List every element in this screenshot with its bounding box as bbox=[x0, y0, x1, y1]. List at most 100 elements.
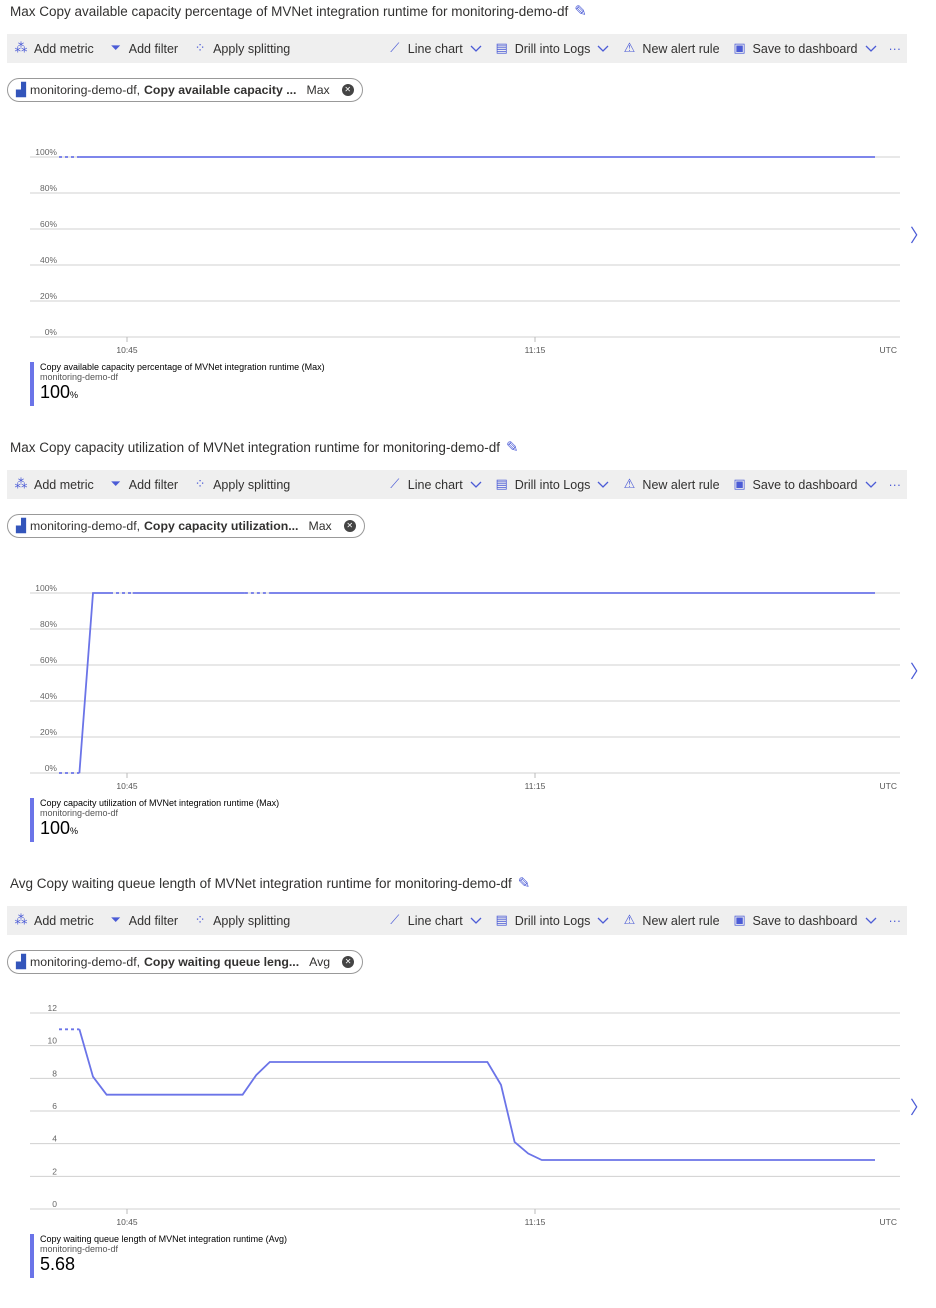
drill-logs-label: Drill into Logs bbox=[514, 41, 591, 56]
metric-chip[interactable]: ▟ monitoring-demo-df, Copy waiting queue… bbox=[7, 950, 364, 974]
more-options-button[interactable]: ··· bbox=[888, 41, 902, 56]
metric-chip[interactable]: ▟ monitoring-demo-df, Copy available cap… bbox=[7, 78, 363, 102]
remove-metric-icon[interactable]: ✕ bbox=[342, 956, 355, 968]
add-filter-label: Add filter bbox=[128, 913, 179, 928]
chart-legend[interactable]: Copy waiting queue length of MVNet integ… bbox=[30, 1234, 287, 1278]
apply-splitting-button[interactable]: ⁘ Apply splitting bbox=[192, 470, 291, 499]
save-to-dashboard-dropdown[interactable]: ▣ Save to dashboard bbox=[732, 34, 877, 63]
chevron-right-icon[interactable]: 〉 bbox=[910, 1098, 928, 1118]
new-alert-rule-button[interactable]: ⚠ New alert rule bbox=[621, 34, 720, 63]
legend-value-number: 5.68 bbox=[40, 1254, 76, 1274]
save-to-dashboard-dropdown[interactable]: ▣ Save to dashboard bbox=[732, 470, 877, 499]
add-metric-label: Add metric bbox=[34, 41, 94, 56]
add-metric-button[interactable]: ⁂ Add metric bbox=[13, 470, 94, 499]
legend-metric-name: Copy waiting queue length of MVNet integ… bbox=[40, 1234, 287, 1244]
add-filter-button[interactable]: ⏷ Add filter bbox=[108, 470, 179, 499]
edit-pencil-icon[interactable]: ✎ bbox=[574, 3, 587, 20]
y-tick-label: 12 bbox=[48, 1003, 58, 1013]
chart-legend[interactable]: Copy available capacity percentage of MV… bbox=[30, 362, 325, 406]
edit-pencil-icon[interactable]: ✎ bbox=[505, 439, 519, 456]
drill-logs-label: Drill into Logs bbox=[514, 477, 591, 492]
x-tick-label: 11:15 bbox=[525, 1217, 546, 1227]
x-tick-label: 11:15 bbox=[525, 781, 546, 791]
add-metric-button[interactable]: ⁂ Add metric bbox=[13, 34, 94, 63]
save-icon: ▣ bbox=[733, 41, 746, 56]
legend-metric-name: Copy available capacity percentage of MV… bbox=[40, 362, 325, 372]
more-options-button[interactable]: ··· bbox=[888, 477, 902, 492]
legend-unit: % bbox=[70, 826, 79, 836]
chevron-down-icon bbox=[470, 45, 482, 52]
y-tick-label: 2 bbox=[52, 1166, 57, 1176]
y-tick-label: 8 bbox=[52, 1068, 57, 1078]
add-metric-label: Add metric bbox=[34, 477, 94, 492]
add-filter-button[interactable]: ⏷ Add filter bbox=[108, 34, 179, 63]
y-tick-label: 80% bbox=[40, 619, 57, 629]
save-icon: ▣ bbox=[733, 913, 746, 928]
chip-resource: monitoring-demo-df, bbox=[30, 83, 141, 97]
apply-splitting-button[interactable]: ⁘ Apply splitting bbox=[192, 906, 291, 935]
legend-metric-name: Copy capacity utilization of MVNet integ… bbox=[40, 798, 280, 808]
metric-chip[interactable]: ▟ monitoring-demo-df, Copy capacity util… bbox=[7, 514, 365, 538]
add-metric-icon: ⁂ bbox=[14, 477, 28, 492]
more-options-button[interactable]: ··· bbox=[888, 913, 902, 928]
line-chart-label: Line chart bbox=[407, 41, 463, 56]
chart-legend[interactable]: Copy capacity utilization of MVNet integ… bbox=[30, 798, 279, 842]
chip-aggregation: Max bbox=[308, 519, 332, 533]
data-factory-icon: ▟ bbox=[16, 954, 26, 969]
y-tick-label: 0% bbox=[45, 763, 58, 773]
chart-title[interactable]: Max Copy available capacity percentage o… bbox=[10, 2, 587, 20]
line-chart-icon: ⟋ bbox=[390, 41, 400, 56]
toolbar-right-group: ⟋ Line chart ▤ Drill into Logs ⚠ New alert … bbox=[387, 906, 901, 935]
chevron-right-icon[interactable]: 〉 bbox=[910, 662, 928, 682]
y-tick-label: 60% bbox=[40, 655, 57, 665]
alert-icon: ⚠ bbox=[623, 477, 636, 492]
drill-into-logs-dropdown[interactable]: ▤ Drill into Logs bbox=[494, 906, 610, 935]
add-metric-label: Add metric bbox=[34, 913, 94, 928]
chart-title[interactable]: Max Copy capacity utilization of MVNet i… bbox=[10, 438, 519, 456]
chevron-down-icon bbox=[470, 917, 482, 924]
legend-value-number: 100 bbox=[40, 818, 71, 838]
edit-pencil-icon[interactable]: ✎ bbox=[517, 875, 531, 892]
remove-metric-icon[interactable]: ✕ bbox=[341, 84, 354, 96]
line-chart-icon: ⟋ bbox=[390, 913, 400, 928]
legend-value: 100% bbox=[40, 818, 279, 841]
save-icon: ▣ bbox=[733, 477, 746, 492]
chevron-down-icon bbox=[597, 45, 609, 52]
chart-title[interactable]: Avg Copy waiting queue length of MVNet i… bbox=[10, 874, 530, 892]
chip-aggregation: Max bbox=[306, 83, 330, 97]
save-to-dashboard-dropdown[interactable]: ▣ Save to dashboard bbox=[732, 906, 877, 935]
legend-value-number: 100 bbox=[40, 382, 71, 402]
new-alert-rule-button[interactable]: ⚠ New alert rule bbox=[621, 906, 720, 935]
metric-chart-panel: Max Copy capacity utilization of MVNet i… bbox=[0, 436, 936, 872]
chip-aggregation: Avg bbox=[309, 955, 331, 969]
apply-splitting-label: Apply splitting bbox=[213, 41, 291, 56]
drill-logs-label: Drill into Logs bbox=[514, 913, 591, 928]
add-metric-button[interactable]: ⁂ Add metric bbox=[13, 906, 94, 935]
chevron-right-icon[interactable]: 〉 bbox=[910, 226, 928, 246]
add-filter-button[interactable]: ⏷ Add filter bbox=[108, 906, 179, 935]
line-chart: 0% 20% 40% 60% 80% 100% 10:45 11:15 UTC bbox=[30, 147, 900, 355]
y-tick-label: 20% bbox=[40, 291, 57, 301]
chevron-down-icon bbox=[865, 45, 876, 52]
line-chart-label: Line chart bbox=[407, 913, 463, 928]
apply-splitting-button[interactable]: ⁘ Apply splitting bbox=[192, 34, 291, 63]
line-chart-dropdown[interactable]: ⟋ Line chart bbox=[387, 34, 482, 63]
y-tick-label: 6 bbox=[52, 1101, 57, 1111]
toolbar-right-group: ⟋ Line chart ▤ Drill into Logs ⚠ New alert … bbox=[387, 470, 901, 499]
new-alert-label: New alert rule bbox=[642, 477, 720, 492]
new-alert-rule-button[interactable]: ⚠ New alert rule bbox=[621, 470, 720, 499]
drill-into-logs-dropdown[interactable]: ▤ Drill into Logs bbox=[494, 34, 610, 63]
y-tick-label: 20% bbox=[40, 727, 57, 737]
toolbar-left-group: ⁂ Add metric ⏷ Add filter ⁘ Apply splitting bbox=[13, 906, 291, 935]
y-tick-label: 40% bbox=[40, 255, 57, 265]
save-dashboard-label: Save to dashboard bbox=[752, 913, 858, 928]
line-chart-icon: ⟋ bbox=[390, 477, 400, 492]
line-chart-label: Line chart bbox=[407, 477, 463, 492]
line-chart-dropdown[interactable]: ⟋ Line chart bbox=[387, 470, 482, 499]
apply-splitting-label: Apply splitting bbox=[213, 477, 291, 492]
remove-metric-icon[interactable]: ✕ bbox=[343, 520, 356, 532]
series-line bbox=[78, 592, 110, 774]
y-tick-label: 0% bbox=[45, 327, 58, 337]
drill-into-logs-dropdown[interactable]: ▤ Drill into Logs bbox=[494, 470, 610, 499]
line-chart-dropdown[interactable]: ⟋ Line chart bbox=[387, 906, 482, 935]
